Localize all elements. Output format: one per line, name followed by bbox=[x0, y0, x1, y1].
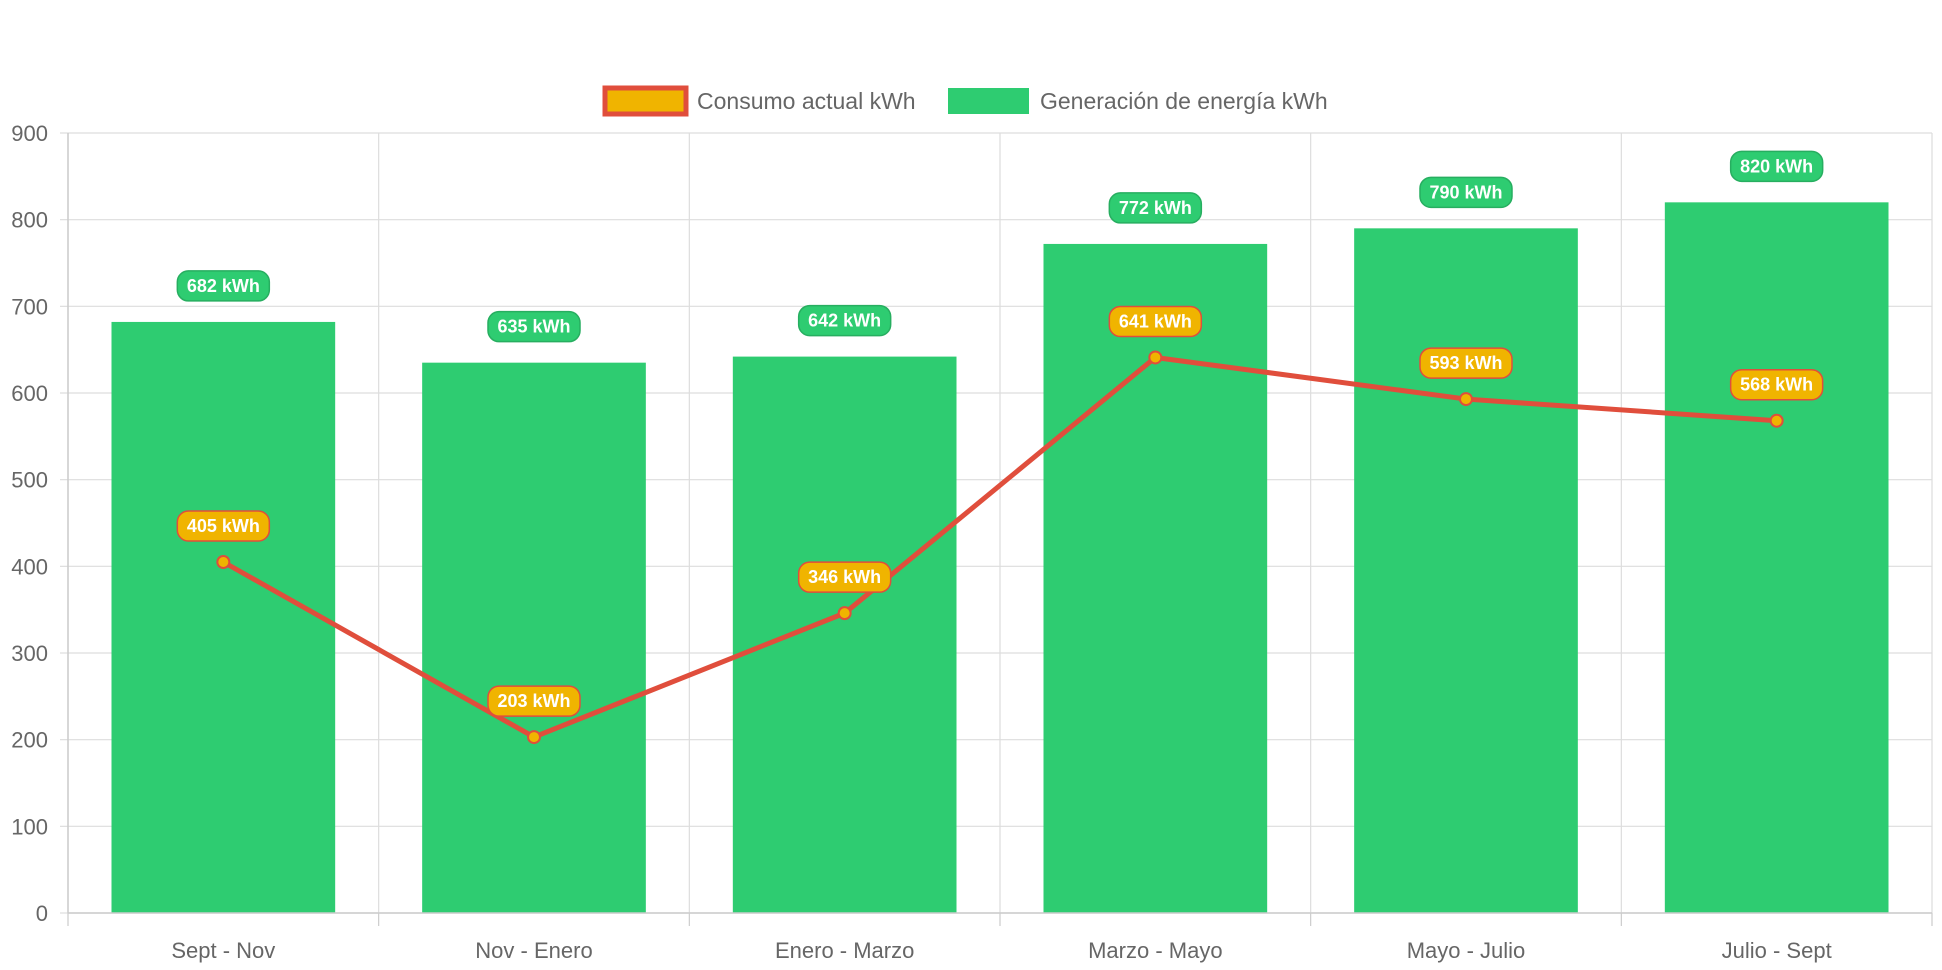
y-tick-label: 400 bbox=[11, 554, 48, 579]
data-label-box bbox=[1419, 176, 1513, 209]
data-label-box bbox=[1108, 305, 1203, 338]
data-label-generacion: 772 kWh bbox=[1108, 192, 1203, 224]
x-tick-label: Julio - Sept bbox=[1722, 938, 1832, 963]
data-label-consumo: 405 kWh bbox=[176, 510, 271, 542]
bar-generacion[interactable] bbox=[1354, 228, 1578, 914]
y-tick-label: 300 bbox=[11, 641, 48, 666]
x-tick-label: Nov - Enero bbox=[475, 938, 592, 963]
x-tick-label: Enero - Marzo bbox=[775, 938, 914, 963]
data-label-generacion: 642 kWh bbox=[797, 304, 892, 337]
data-labels: 682 kWh 635 kWh 642 kWh 772 kWh 790 kWh 820 k… bbox=[176, 150, 1824, 717]
data-label-text: 203 kWh bbox=[497, 691, 570, 711]
data-label-box bbox=[487, 685, 581, 717]
y-tick-label: 600 bbox=[11, 381, 48, 406]
data-label-text: 568 kWh bbox=[1740, 375, 1813, 395]
data-label-box bbox=[487, 310, 581, 343]
y-tick-label: 900 bbox=[11, 121, 48, 146]
data-label-consumo: 203 kWh bbox=[487, 685, 581, 717]
data-label-consumo: 346 kWh bbox=[797, 561, 892, 593]
data-label-generacion: 790 kWh bbox=[1419, 176, 1513, 209]
point-consumo[interactable] bbox=[1769, 413, 1784, 428]
y-tick-label: 100 bbox=[11, 814, 48, 839]
data-label-text: 641 kWh bbox=[1119, 311, 1192, 331]
grid-lines bbox=[67, 132, 1933, 914]
y-tick-label: 200 bbox=[11, 728, 48, 753]
data-label-generacion: 682 kWh bbox=[176, 270, 271, 302]
y-tick-label: 700 bbox=[11, 294, 48, 319]
x-tick-label: Mayo - Julio bbox=[1407, 938, 1526, 963]
data-label-text: 593 kWh bbox=[1429, 353, 1502, 373]
data-label-box bbox=[176, 270, 271, 302]
x-tick-label: Sept - Nov bbox=[171, 938, 275, 963]
legend-item-consumo[interactable]: Consumo actual kWh bbox=[602, 85, 916, 117]
data-label-box bbox=[797, 561, 892, 593]
y-tick-label: 0 bbox=[36, 901, 48, 926]
legend-swatch-generacion bbox=[948, 88, 1029, 114]
data-label-text: 772 kWh bbox=[1119, 198, 1192, 218]
line-consumo bbox=[220, 354, 1780, 740]
bar-generacion[interactable] bbox=[422, 362, 646, 914]
data-label-consumo: 593 kWh bbox=[1419, 347, 1513, 379]
point-consumo[interactable] bbox=[1459, 392, 1473, 407]
data-label-text: 405 kWh bbox=[187, 516, 260, 536]
data-label-text: 790 kWh bbox=[1429, 182, 1502, 202]
legend[interactable]: Consumo actual kWh Generación de energía… bbox=[602, 85, 1328, 117]
legend-label-generacion: Generación de energía kWh bbox=[1040, 88, 1328, 114]
point-consumo[interactable] bbox=[216, 555, 231, 569]
bar-generacion[interactable] bbox=[1043, 243, 1268, 913]
y-tick-label: 500 bbox=[11, 468, 48, 493]
bar-generacion[interactable] bbox=[111, 321, 336, 913]
data-label-generacion: 820 kWh bbox=[1729, 150, 1824, 183]
point-consumo[interactable] bbox=[1148, 350, 1163, 365]
axes: 0 100 200 300 400 500 600 700 800 900 Sept - Nov No… bbox=[11, 121, 1933, 963]
legend-label-consumo: Consumo actual kWh bbox=[697, 88, 916, 114]
data-label-text: 346 kWh bbox=[808, 567, 881, 587]
point-consumo[interactable] bbox=[837, 606, 852, 621]
data-label-box bbox=[1729, 150, 1824, 183]
data-label-text: 642 kWh bbox=[808, 311, 881, 331]
data-label-consumo: 568 kWh bbox=[1729, 368, 1824, 401]
data-label-box bbox=[797, 304, 892, 337]
data-label-box bbox=[1108, 192, 1203, 224]
data-label-box bbox=[176, 510, 271, 542]
y-tick-label: 800 bbox=[11, 208, 48, 233]
line-series-consumo bbox=[216, 350, 1784, 745]
legend-item-generacion[interactable]: Generación de energía kWh bbox=[948, 88, 1328, 114]
bar-generacion[interactable] bbox=[1664, 202, 1889, 914]
point-consumo[interactable] bbox=[527, 730, 541, 745]
data-label-consumo: 641 kWh bbox=[1108, 305, 1203, 338]
data-label-generacion: 635 kWh bbox=[487, 310, 581, 343]
data-label-text: 682 kWh bbox=[187, 276, 260, 296]
data-label-box bbox=[1419, 347, 1513, 379]
legend-swatch-consumo bbox=[602, 85, 689, 117]
bar-generacion[interactable] bbox=[732, 356, 957, 914]
data-label-box bbox=[1729, 368, 1824, 401]
bar-series-generacion bbox=[111, 202, 1889, 914]
data-label-text: 635 kWh bbox=[497, 317, 570, 337]
x-tick-label: Marzo - Mayo bbox=[1088, 938, 1222, 963]
data-label-text: 820 kWh bbox=[1740, 156, 1813, 176]
